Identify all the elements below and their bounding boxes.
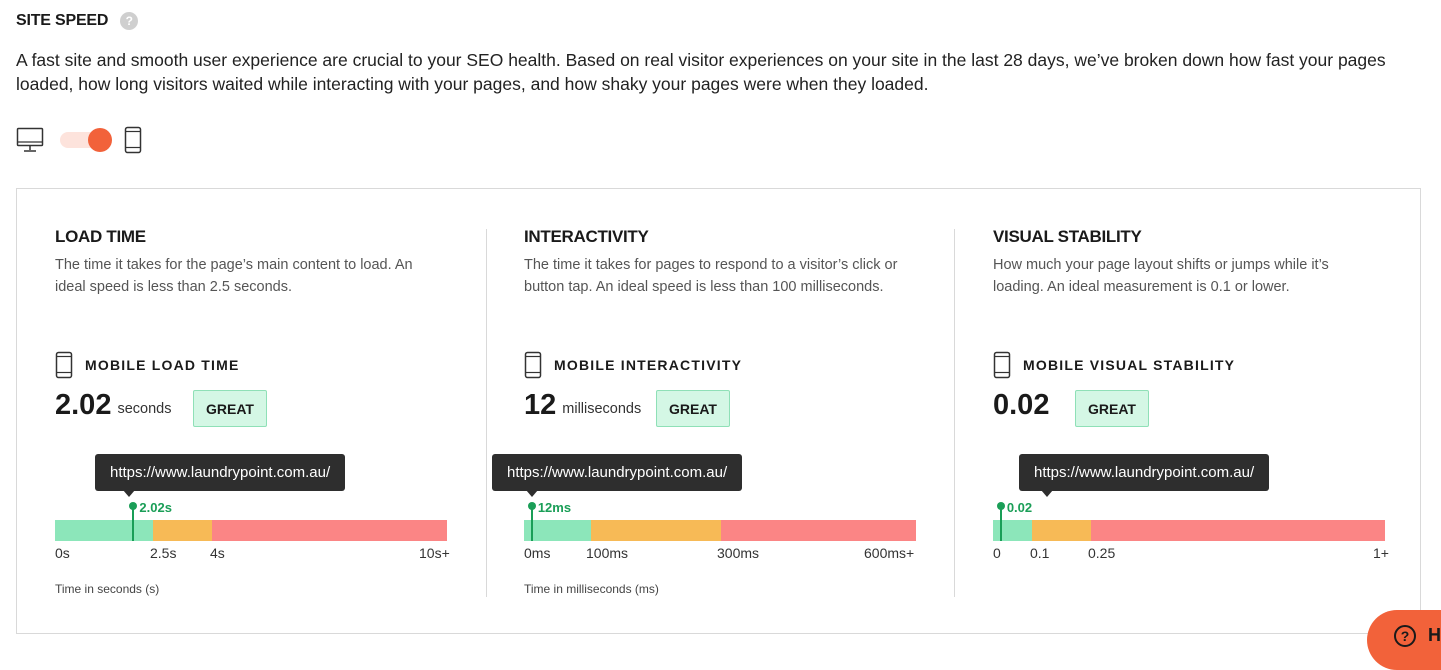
tick-label: 10s+	[419, 545, 450, 561]
value-marker-label: 0.02	[1006, 500, 1033, 515]
tick-label: 0ms	[524, 545, 551, 561]
metric-value: 12	[524, 389, 557, 421]
status-badge: GREAT	[656, 390, 730, 427]
range-bar	[993, 520, 1385, 541]
metric-value-row: 0.02	[993, 389, 1049, 422]
interactivity-column: INTERACTIVITY The time it takes for page…	[492, 189, 944, 633]
toggle-knob[interactable]	[88, 128, 112, 152]
column-title: LOAD TIME	[55, 227, 146, 246]
value-marker-dot	[996, 502, 1005, 510]
section-header: SITE SPEED ?	[16, 12, 139, 30]
column-title: INTERACTIVITY	[524, 227, 649, 246]
mobile-icon	[524, 351, 542, 379]
segment-poor	[721, 520, 916, 541]
segment-poor	[211, 520, 447, 541]
tick-label: 4s	[210, 545, 225, 561]
metric-value-row: 12 milliseconds	[524, 389, 641, 422]
column-divider	[486, 229, 487, 597]
tick-label: 100ms	[586, 545, 629, 561]
tooltip-arrow	[526, 490, 538, 497]
value-marker	[999, 507, 1002, 541]
help-circle-icon[interactable]: ?	[1394, 625, 1416, 647]
tooltip-arrow	[123, 490, 135, 497]
metric-header: MOBILE INTERACTIVITY	[524, 351, 742, 379]
metric-label: MOBILE INTERACTIVITY	[554, 357, 743, 373]
metric-unit: milliseconds	[562, 400, 642, 417]
status-badge: GREAT	[1075, 390, 1149, 427]
metric-header: MOBILE VISUAL STABILITY	[993, 351, 1235, 379]
column-description: The time it takes for pages to respond t…	[524, 257, 898, 295]
status-badge: GREAT	[193, 390, 267, 427]
url-tooltip: https://www.laundrypoint.com.au/	[1019, 454, 1270, 491]
axis-caption: Time in milliseconds (ms)	[524, 582, 659, 596]
metric-label: MOBILE VISUAL STABILITY	[1023, 357, 1236, 373]
intro-text: A fast site and smooth user experience a…	[16, 50, 1386, 94]
column-title: VISUAL STABILITY	[993, 227, 1142, 246]
tooltip-arrow	[1041, 490, 1053, 497]
segment-needs-improvement	[590, 520, 722, 541]
range-bar	[524, 520, 916, 541]
mobile-icon[interactable]	[124, 126, 142, 154]
url-tooltip: https://www.laundrypoint.com.au/	[95, 454, 346, 491]
tick-label: 1+	[1373, 545, 1389, 561]
load-time-column: LOAD TIME The time it takes for the page…	[55, 189, 475, 633]
metric-header: MOBILE LOAD TIME	[55, 351, 240, 379]
segment-good	[55, 520, 153, 541]
desktop-icon[interactable]	[16, 127, 44, 153]
axis-caption: Time in seconds (s)	[55, 582, 160, 596]
url-tooltip: https://www.laundrypoint.com.au/	[492, 454, 743, 491]
visual-stability-column: VISUAL STABILITY How much your page layo…	[993, 189, 1413, 633]
tick-label: 600ms+	[864, 545, 915, 561]
device-toggle-row	[16, 126, 142, 154]
column-description: The time it takes for the page’s main co…	[55, 257, 413, 295]
value-marker	[530, 507, 533, 541]
value-marker	[132, 507, 135, 541]
value-marker-label: 12ms	[537, 500, 572, 515]
metric-value: 0.02	[993, 389, 1050, 421]
device-toggle[interactable]	[60, 128, 112, 152]
tick-label: 0	[993, 545, 1001, 561]
value-marker-dot	[527, 502, 536, 510]
segment-needs-improvement	[153, 520, 212, 541]
value-marker-dot	[129, 502, 138, 510]
mobile-icon	[55, 351, 73, 379]
column-description: How much your page layout shifts or jump…	[993, 257, 1329, 295]
tick-label: 2.5s	[150, 545, 177, 561]
site-speed-card: LOAD TIME The time it takes for the page…	[16, 188, 1421, 634]
segment-needs-improvement	[1032, 520, 1091, 541]
tick-label: 300ms	[717, 545, 760, 561]
range-bar	[55, 520, 447, 541]
metric-value: 2.02	[55, 389, 112, 421]
segment-poor	[1090, 520, 1385, 541]
metric-label: MOBILE LOAD TIME	[85, 357, 240, 373]
mobile-icon	[993, 351, 1011, 379]
column-divider	[954, 229, 955, 597]
tick-label: 0.1	[1030, 545, 1050, 561]
tick-label: 0s	[55, 545, 70, 561]
metric-unit: seconds	[117, 400, 172, 417]
page-title: SITE SPEED	[16, 12, 109, 29]
help-widget-label[interactable]: H	[1428, 625, 1441, 645]
tick-label: 0.25	[1088, 545, 1116, 561]
value-marker-label: 2.02s	[139, 500, 172, 515]
segment-good	[993, 520, 1033, 541]
help-icon[interactable]: ?	[120, 12, 139, 30]
metric-value-row: 2.02 seconds	[55, 389, 171, 422]
segment-good	[524, 520, 591, 541]
